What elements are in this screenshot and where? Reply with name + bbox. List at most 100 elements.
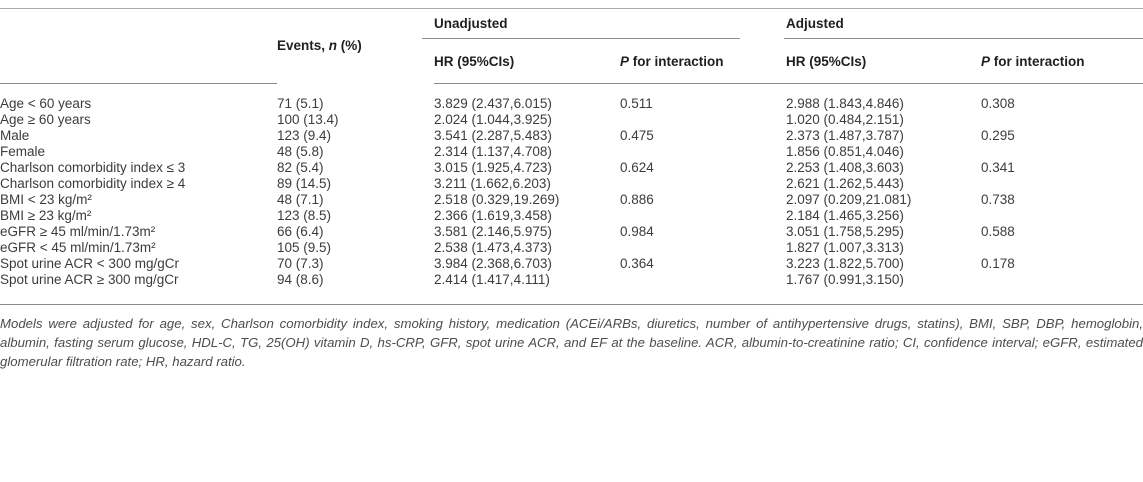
p-adjusted-cell: 0.308	[981, 96, 1015, 111]
row-label: Charlson comorbidity index ≤ 3	[0, 160, 186, 175]
p-adjusted-cell: 0.178	[981, 256, 1015, 271]
p-unadjusted-cell: 0.511	[620, 96, 653, 111]
row-label: Male	[0, 128, 30, 143]
hr-adjusted-cell: 2.253 (1.408,3.603)	[786, 160, 904, 175]
table-row: Charlson comorbidity index ≤ 3 82 (5.4) …	[0, 160, 1143, 176]
table-footnote: Models were adjusted for age, sex, Charl…	[0, 316, 1143, 369]
p-adjusted-cell	[981, 272, 1143, 305]
hr-adjusted-cell: 3.223 (1.822,5.700)	[786, 256, 904, 271]
p-unadjusted-cell	[620, 208, 786, 224]
p-adjusted-cell: 0.738	[981, 192, 1015, 207]
p-adjusted-cell	[981, 144, 1143, 160]
p-unadjusted-cell: 0.984	[620, 224, 654, 239]
hr-unadjusted-cell: 2.366 (1.619,3.458)	[434, 208, 552, 223]
hr-adjusted-cell: 2.988 (1.843,4.846)	[786, 96, 904, 111]
row-label: Age ≥ 60 years	[0, 112, 91, 127]
p-adjusted-cell: 0.295	[981, 128, 1015, 143]
p-text: for interaction	[990, 54, 1085, 70]
events-cell: 105 (9.5)	[277, 240, 332, 255]
header-group-row: Events, n (%) Unadjusted Adjusted	[0, 9, 1143, 53]
row-label: BMI < 23 kg/m²	[0, 192, 92, 207]
p-symbol: P	[981, 54, 991, 70]
events-cell: 71 (5.1)	[277, 95, 324, 111]
p-unadjusted-cell: 0.364	[620, 256, 654, 271]
table-row: Charlson comorbidity index ≥ 4 89 (14.5)…	[0, 176, 1143, 192]
adjusted-group-label: Adjusted	[786, 16, 844, 32]
unadjusted-group-label: Unadjusted	[434, 16, 508, 32]
table-row: Spot urine ACR ≥ 300 mg/gCr 94 (8.6) 2.4…	[0, 272, 1143, 305]
row-label: Female	[0, 144, 46, 159]
p-unadjusted-cell	[620, 176, 786, 192]
p-adjusted-cell	[981, 208, 1143, 224]
table-row: Age ≥ 60 years 100 (13.4) 2.024 (1.044,3…	[0, 112, 1143, 128]
events-header-suffix: (%)	[337, 38, 362, 54]
hr-unadjusted-cell: 3.829 (2.437,6.015)	[434, 96, 552, 111]
table-row: Age < 60 years 71 (5.1) 3.829 (2.437,6.0…	[0, 84, 1143, 113]
p-unadjusted-cell: 0.475	[620, 128, 654, 143]
hr-unadjusted-cell: 2.024 (1.044,3.925)	[434, 112, 552, 127]
p-adjusted-header: P for interaction	[981, 38, 1143, 84]
events-cell: 100 (13.4)	[277, 112, 339, 127]
p-adjusted-cell	[981, 240, 1143, 256]
header-sub-row: HR (95%CIs) P for interaction HR (95%CIs…	[0, 38, 1143, 84]
p-unadjusted-cell	[620, 144, 786, 160]
hr-unadjusted-header: HR (95%CIs)	[434, 38, 620, 84]
hr-unadjusted-cell: 2.314 (1.137,4.708)	[434, 144, 552, 159]
table-row: BMI ≥ 23 kg/m² 123 (8.5) 2.366 (1.619,3.…	[0, 208, 1143, 224]
hr-unadjusted-cell: 2.538 (1.473,4.373)	[434, 240, 552, 255]
events-cell: 48 (5.8)	[277, 144, 324, 159]
events-cell: 89 (14.5)	[277, 176, 332, 191]
events-cell: 66 (6.4)	[277, 224, 324, 239]
hr-adjusted-cell: 1.827 (1.007,3.313)	[786, 240, 904, 255]
adjusted-group-header: Adjusted	[784, 9, 1143, 39]
empty-corner-cell	[0, 9, 277, 39]
row-label: BMI ≥ 23 kg/m²	[0, 208, 92, 223]
table-row: Male 123 (9.4) 3.541 (2.287,5.483) 0.475…	[0, 128, 1143, 144]
hr-unadjusted-cell: 3.015 (1.925,4.723)	[434, 160, 552, 175]
hr-adjusted-cell: 1.856 (0.851,4.046)	[786, 144, 904, 159]
p-adjusted-cell	[981, 176, 1143, 192]
events-cell: 123 (8.5)	[277, 208, 332, 223]
hr-unadjusted-cell: 3.541 (2.287,5.483)	[434, 128, 552, 143]
row-label: Age < 60 years	[0, 96, 92, 111]
hr-adjusted-cell: 1.767 (0.991,3.150)	[786, 272, 982, 305]
row-label: eGFR < 45 ml/min/1.73m²	[0, 240, 156, 255]
p-adjusted-cell: 0.341	[981, 160, 1015, 175]
events-cell: 82 (5.4)	[277, 160, 324, 175]
hr-unadjusted-cell: 2.518 (0.329,19.269)	[434, 192, 560, 207]
hr-adjusted-cell: 2.184 (1.465,3.256)	[786, 208, 904, 223]
p-unadjusted-cell	[620, 112, 786, 128]
subgroup-analysis-table: Events, n (%) Unadjusted Adjusted HR (95…	[0, 8, 1143, 305]
events-cell: 94 (8.6)	[277, 272, 434, 305]
hr-unadjusted-cell: 3.984 (2.368,6.703)	[434, 256, 552, 271]
p-unadjusted-cell	[620, 272, 787, 305]
hr-adjusted-cell: 2.373 (1.487,3.787)	[786, 128, 904, 143]
adjusted-group-rule	[784, 37, 1143, 39]
events-header-prefix: Events,	[277, 38, 329, 54]
p-unadjusted-header: P for interaction	[620, 38, 787, 84]
row-label: Spot urine ACR ≥ 300 mg/gCr	[0, 272, 277, 305]
hr-adjusted-cell: 2.097 (0.209,21.081)	[786, 192, 912, 207]
hr-adjusted-cell: 1.020 (0.484,2.151)	[786, 112, 904, 127]
hr-unadjusted-cell: 3.581 (2.146,5.975)	[434, 224, 552, 239]
hr-adjusted-cell: 2.621 (1.262,5.443)	[786, 176, 904, 191]
row-label: Charlson comorbidity index ≥ 4	[0, 176, 186, 191]
p-symbol: P	[620, 54, 630, 70]
table-row: Spot urine ACR < 300 mg/gCr 70 (7.3) 3.9…	[0, 256, 1143, 272]
p-unadjusted-cell: 0.624	[620, 160, 654, 175]
table-row: eGFR ≥ 45 ml/min/1.73m² 66 (6.4) 3.581 (…	[0, 224, 1143, 240]
hr-adjusted-cell: 3.051 (1.758,5.295)	[786, 224, 904, 239]
row-label: Spot urine ACR < 300 mg/gCr	[0, 256, 179, 271]
row-label: eGFR ≥ 45 ml/min/1.73m²	[0, 224, 156, 239]
hr-unadjusted-cell: 3.211 (1.662,6.203)	[434, 176, 551, 191]
events-column-header: Events, n (%)	[277, 9, 434, 84]
p-text: for interaction	[629, 54, 724, 70]
empty-header-cell	[0, 38, 277, 84]
p-adjusted-cell	[981, 112, 1143, 128]
table-row: eGFR < 45 ml/min/1.73m² 105 (9.5) 2.538 …	[0, 240, 1143, 256]
p-unadjusted-cell: 0.886	[620, 192, 654, 207]
p-unadjusted-cell	[620, 240, 786, 256]
hr-adjusted-header: HR (95%CIs)	[786, 38, 982, 84]
table-row: BMI < 23 kg/m² 48 (7.1) 2.518 (0.329,19.…	[0, 192, 1143, 208]
